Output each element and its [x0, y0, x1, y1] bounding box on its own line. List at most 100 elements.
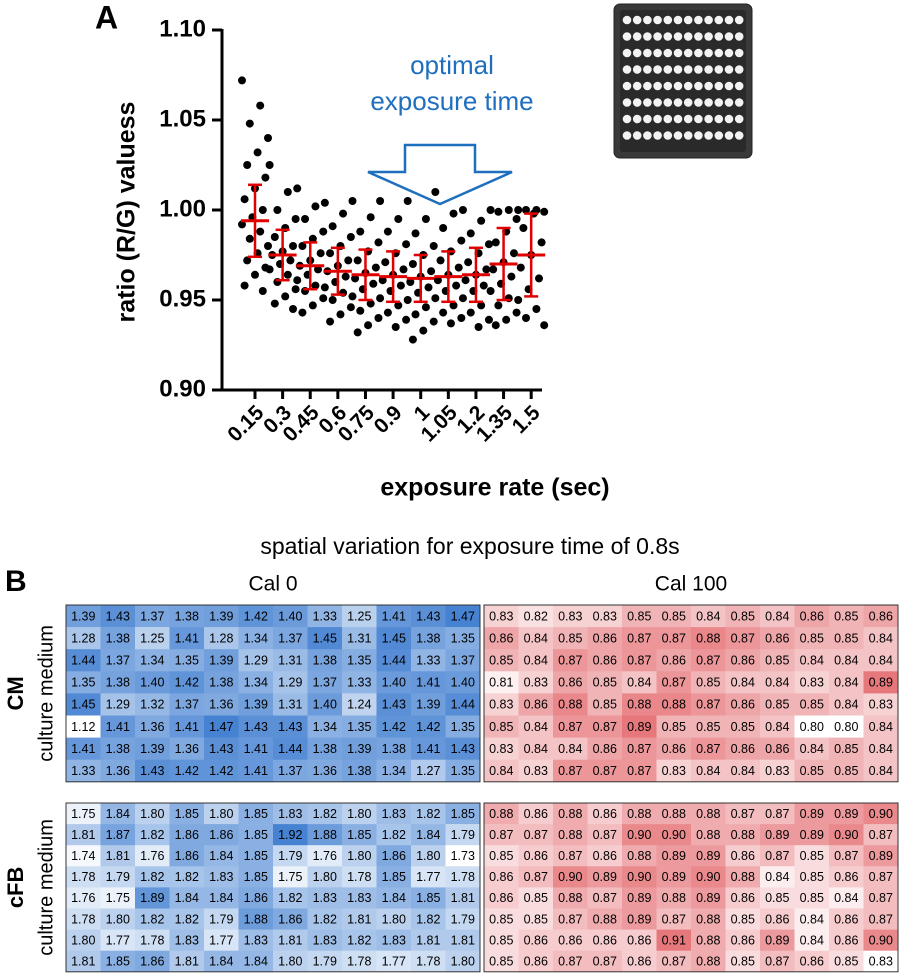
- heat-cell: [376, 759, 412, 783]
- heat-cell: [238, 845, 274, 867]
- well: [704, 81, 713, 91]
- heat-cell: [273, 929, 308, 951]
- cell-value: 1.31: [278, 654, 302, 668]
- cell-value: 1.86: [209, 828, 233, 842]
- cell-value: 0.86: [731, 933, 755, 947]
- heat-cell: [66, 759, 101, 783]
- cell-value: 1.81: [71, 828, 95, 842]
- data-point: [399, 265, 408, 274]
- cell-value: 0.85: [800, 891, 824, 905]
- heat-cell: [760, 866, 795, 888]
- heat-cell: [376, 803, 412, 825]
- cell-value: 1.86: [175, 849, 199, 863]
- cell-value: 1.39: [416, 698, 440, 712]
- well: [734, 32, 744, 41]
- heat-cell: [307, 908, 343, 930]
- heat-cell: [587, 845, 623, 867]
- cell-value: 1.81: [451, 933, 475, 947]
- heat-cell: [760, 803, 795, 825]
- cell-value: 1.81: [347, 912, 371, 926]
- heat-cell: [794, 887, 830, 909]
- heat-cell: [829, 759, 864, 783]
- heat-cell: [204, 693, 239, 716]
- cell-value: 1.47: [209, 720, 233, 734]
- heat-cell: [169, 866, 205, 888]
- well: [714, 65, 724, 74]
- data-point: [439, 308, 448, 317]
- heat-cell: [518, 671, 554, 694]
- well: [653, 15, 662, 25]
- heat-cell: [829, 693, 864, 716]
- data-point: [298, 242, 307, 250]
- data-point: [264, 242, 272, 250]
- cell-value: 0.81: [489, 676, 513, 690]
- cell-value: 0.88: [627, 849, 651, 863]
- cell-value: 1.43: [106, 609, 130, 623]
- heat-cell: [307, 671, 343, 694]
- cell-value: 0.86: [489, 631, 513, 645]
- cell-value: 0.87: [558, 764, 582, 778]
- cell-value: 1.37: [175, 698, 199, 712]
- cell-value: 0.84: [627, 676, 651, 690]
- cell-value: 0.89: [834, 807, 858, 821]
- heat-cell: [656, 737, 692, 760]
- cell-value: 0.83: [524, 676, 548, 690]
- cell-value: 0.86: [524, 807, 548, 821]
- heat-cell: [204, 627, 239, 650]
- heat-cell: [760, 627, 795, 650]
- cell-value: 0.90: [662, 828, 686, 842]
- heat-cell: [445, 605, 481, 628]
- cell-value: 1.85: [244, 849, 268, 863]
- cell-value: 1.33: [416, 654, 440, 668]
- heat-cell: [445, 803, 481, 825]
- data-point: [494, 207, 503, 216]
- heat-cell: [794, 627, 830, 650]
- heat-cell: [445, 759, 481, 783]
- heat-cell: [863, 605, 899, 628]
- heat-cell: [411, 605, 446, 628]
- heat-cell: [307, 845, 343, 867]
- cell-value: 1.36: [175, 742, 199, 756]
- cell-value: 1.24: [347, 698, 371, 712]
- heat-cell: [342, 887, 377, 909]
- data-point: [264, 134, 272, 142]
- cell-value: 0.85: [696, 720, 720, 734]
- data-point: [326, 317, 335, 326]
- cell-value: 0.86: [524, 849, 548, 863]
- heat-cell: [100, 929, 136, 951]
- heat-cell: [204, 737, 239, 760]
- data-point: [466, 229, 475, 238]
- cell-value: 0.89: [869, 676, 893, 690]
- heat-cell: [273, 693, 308, 716]
- cell-value: 1.84: [209, 955, 233, 969]
- plate-photo: [613, 3, 753, 159]
- data-point: [328, 222, 337, 231]
- well: [704, 98, 713, 107]
- cell-value: 1.77: [209, 933, 233, 947]
- cell-value: 1.78: [416, 955, 440, 969]
- cell-value: 1.29: [106, 698, 130, 712]
- well: [632, 81, 642, 91]
- heat-cell: [518, 866, 554, 888]
- cell-value: 0.89: [696, 891, 720, 905]
- cell-value: 0.85: [662, 609, 686, 623]
- cell-value: 1.79: [209, 912, 233, 926]
- heat-cell: [484, 671, 519, 694]
- cell-value: 0.89: [696, 849, 720, 863]
- well: [734, 114, 744, 124]
- cell-value: 0.86: [731, 698, 755, 712]
- data-point: [356, 306, 365, 315]
- heat-cell: [238, 627, 274, 650]
- heat-cell: [376, 715, 412, 738]
- data-point: [516, 263, 525, 272]
- cell-value: 0.87: [593, 891, 617, 905]
- cell-value: 1.35: [451, 764, 475, 778]
- cell-value: 1.85: [416, 891, 440, 905]
- well: [632, 32, 642, 41]
- cell-value: 0.84: [696, 609, 720, 623]
- heat-cell: [342, 605, 377, 628]
- cell-value: 1.29: [278, 676, 302, 690]
- heat-cell: [411, 693, 446, 716]
- heat-cell: [169, 845, 205, 867]
- heat-cell: [829, 887, 864, 909]
